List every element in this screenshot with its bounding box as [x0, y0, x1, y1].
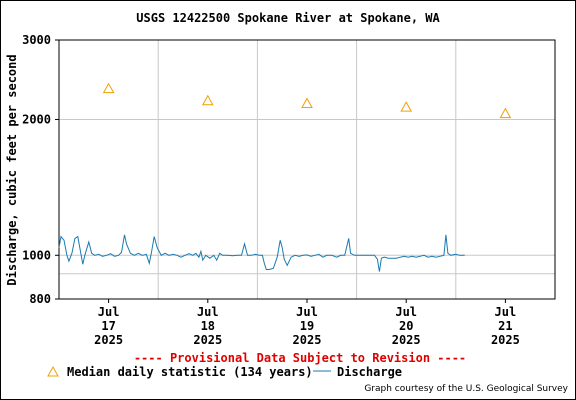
x-tick-label: 2025: [392, 333, 421, 347]
y-tick-label: 2000: [22, 112, 51, 126]
legend-median-label: Median daily statistic (134 years): [67, 365, 313, 379]
x-tick-label: 19: [300, 319, 314, 333]
x-tick-label: Jul: [98, 305, 120, 319]
legend-line-icon: [313, 370, 331, 372]
median-triangle-marker: [499, 107, 512, 119]
x-tick-label: 18: [201, 319, 215, 333]
y-tick-label: 1000: [22, 248, 51, 262]
x-tick-label: 17: [101, 319, 115, 333]
x-tick-label: 2025: [94, 333, 123, 347]
x-tick-label: 2025: [293, 333, 322, 347]
median-triangle-marker: [400, 101, 413, 112]
discharge-line: [58, 234, 465, 272]
y-tick-label: 800: [29, 292, 51, 306]
median-triangle-marker: [201, 94, 214, 106]
median-triangle-marker: [102, 82, 115, 94]
provisional-notice: ---- Provisional Data Subject to Revisio…: [133, 351, 467, 365]
chart-title: USGS 12422500 Spokane River at Spokane, …: [136, 11, 440, 25]
x-tick-label: 2025: [193, 333, 222, 347]
y-tick-label: 3000: [22, 33, 51, 47]
x-tick-label: 21: [498, 319, 512, 333]
plot-border: [58, 39, 556, 300]
legend-discharge-label: Discharge: [337, 365, 403, 379]
x-tick-label: 20: [399, 319, 413, 333]
x-tick-label: Jul: [495, 305, 517, 319]
x-tick-label: Jul: [197, 305, 219, 319]
usgs-credit: Graph courtesy of the U.S. Geological Su…: [364, 384, 568, 394]
x-tick-label: Jul: [296, 305, 318, 319]
x-tick-label: 2025: [491, 333, 520, 347]
legend-triangle-icon: [47, 365, 59, 377]
median-triangle-marker: [301, 97, 313, 108]
x-tick-label: Jul: [395, 305, 417, 319]
